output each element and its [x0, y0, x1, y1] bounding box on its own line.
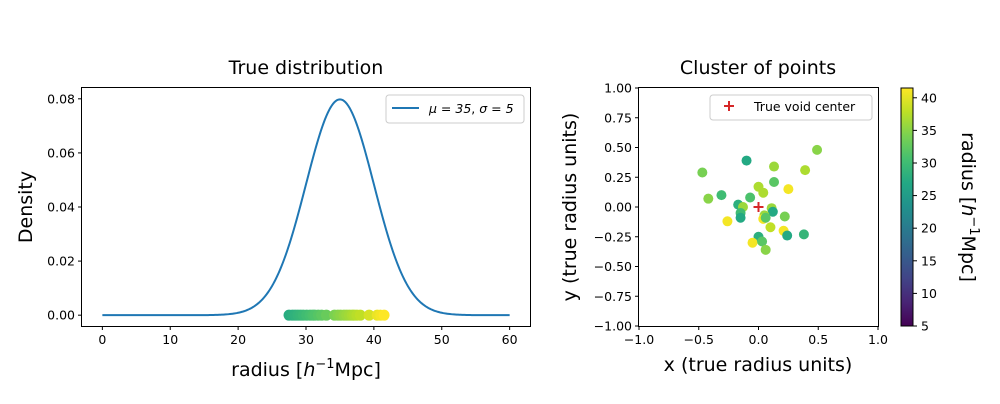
x-tick-label: 0.5 — [808, 332, 828, 347]
rug-point — [320, 309, 332, 321]
scatter-point — [782, 230, 793, 241]
x-tick-label: 1.0 — [868, 332, 888, 347]
y-tick-label: 0.06 — [47, 145, 75, 160]
right-panel: Cluster of points −1.0 −0.5 0.0 0.5 1.0 −1.0… — [559, 57, 888, 376]
scatter-point — [758, 187, 769, 198]
y-tick-label: −0.75 — [594, 289, 632, 304]
rug-point — [354, 309, 366, 321]
colorbar-frame — [900, 87, 914, 327]
x-tick-label: 20 — [230, 332, 246, 347]
colorbar-gradient — [901, 88, 913, 326]
right-x-ticks: −1.0 −0.5 0.0 0.5 1.0 — [624, 326, 888, 347]
left-x-axis-label: radius [h−1Mpc] — [231, 357, 381, 381]
y-tick-label: 0.00 — [604, 200, 632, 215]
scatter-point — [697, 167, 708, 178]
plus-marker-icon — [724, 101, 734, 111]
right-legend: True void center — [709, 94, 873, 121]
scatter-point — [703, 193, 714, 204]
scatter-point — [769, 161, 780, 172]
colorbar-tick-label: 35 — [921, 123, 937, 138]
y-tick-label: −0.25 — [594, 229, 632, 244]
colorbar-tick-label: 40 — [921, 90, 937, 105]
y-tick-label: 0.00 — [47, 308, 75, 323]
right-legend-label: True void center — [753, 99, 856, 114]
density-curve — [102, 98, 510, 317]
scatter-point — [760, 212, 771, 223]
scatter-point — [716, 190, 727, 201]
y-tick-label: 0.25 — [604, 170, 632, 185]
scatter-point — [722, 216, 733, 227]
scatter-point — [800, 165, 811, 176]
right-x-axis-label: x (true radius units) — [664, 354, 853, 376]
rug-point — [363, 309, 375, 321]
rug-point — [378, 309, 390, 321]
scatter-point — [735, 212, 746, 223]
colorbar-tick-label: 25 — [921, 188, 937, 203]
x-tick-label: −1.0 — [624, 332, 654, 347]
left-legend-box — [385, 94, 525, 124]
x-tick-label: 0 — [98, 332, 106, 347]
y-tick-label: 1.00 — [604, 81, 632, 96]
left-x-ticks: 0 10 20 30 40 50 60 — [98, 326, 518, 347]
void-center-marker — [753, 202, 764, 212]
colorbar-tick-label: 5 — [921, 319, 929, 334]
scatter-point — [779, 211, 790, 222]
y-tick-label: −1.00 — [594, 319, 632, 334]
y-tick-label: −0.50 — [594, 259, 632, 274]
right-legend-box — [709, 94, 873, 121]
y-tick-label: 0.02 — [47, 254, 75, 269]
scatter-point — [783, 184, 794, 195]
scatter-point — [767, 206, 778, 217]
x-tick-label: 60 — [502, 332, 518, 347]
colorbar: 5 10 15 20 25 30 35 40 radius [h−1Mpc] — [900, 87, 981, 334]
y-tick-label: 0.75 — [604, 110, 632, 125]
scatter-point — [769, 177, 780, 188]
x-tick-label: 40 — [366, 332, 382, 347]
colorbar-label: radius [h−1Mpc] — [957, 132, 981, 282]
scatter-point — [757, 236, 768, 247]
left-legend-label: μ = 35, σ = 5 — [428, 101, 514, 116]
colorbar-tick-label: 20 — [921, 221, 937, 236]
colorbar-ticks: 5 10 15 20 25 30 35 40 — [913, 90, 937, 334]
x-tick-label: 30 — [298, 332, 314, 347]
left-y-axis-label: Density — [15, 171, 37, 243]
y-tick-label: 0.08 — [47, 91, 75, 106]
y-tick-label: 0.04 — [47, 200, 75, 215]
right-y-ticks: −1.00 −0.75 −0.50 −0.25 0.00 0.25 0.50 0.75 1.00 — [594, 81, 639, 334]
colorbar-tick-label: 15 — [921, 253, 937, 268]
left-title: True distribution — [228, 57, 384, 79]
colorbar-tick-label: 10 — [921, 286, 937, 301]
right-y-axis-label: y (true radius units) — [559, 113, 581, 302]
right-plot-area — [697, 144, 823, 255]
x-tick-label: −0.5 — [684, 332, 714, 347]
scatter-point — [760, 244, 771, 255]
left-y-ticks: 0.00 0.02 0.04 0.06 0.08 — [47, 91, 82, 323]
scatter-point — [798, 229, 809, 240]
scatter-point — [745, 192, 756, 203]
scatter-point — [765, 222, 776, 233]
left-plot-area — [102, 98, 510, 321]
right-title: Cluster of points — [680, 57, 836, 79]
colorbar-tick-label: 30 — [921, 155, 937, 170]
scatter-point — [812, 144, 823, 155]
x-tick-label: 10 — [162, 332, 178, 347]
left-legend: μ = 35, σ = 5 — [385, 94, 525, 124]
y-tick-label: 0.50 — [604, 140, 632, 155]
x-tick-label: 0.0 — [749, 332, 769, 347]
x-tick-label: 50 — [434, 332, 450, 347]
scatter-point — [747, 237, 758, 248]
scatter-point — [741, 155, 752, 166]
left-panel: True distribution 0 10 20 30 40 50 60 0.00 0.02… — [15, 57, 531, 381]
